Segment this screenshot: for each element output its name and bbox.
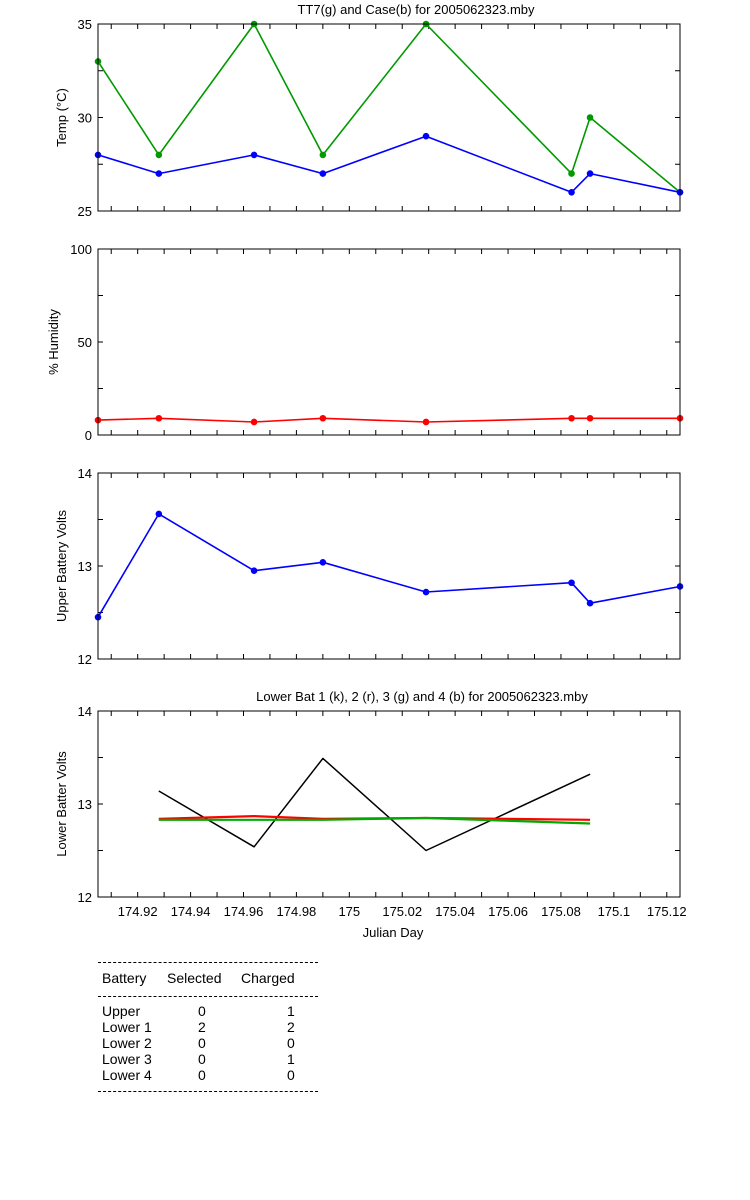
battery-name: Lower 2	[102, 1035, 152, 1051]
series-line-1	[97, 23, 681, 193]
table-body: Upper 0 1 Lower 1 2 2 Lower 2 0 0 Lower …	[98, 1003, 318, 1083]
table-row: Lower 4 0 0	[98, 1067, 318, 1083]
selected-value: 0	[198, 1035, 206, 1051]
charged-value: 1	[287, 1051, 295, 1067]
battery-name: Upper	[102, 1003, 141, 1019]
x-tick-label: 175.08	[541, 904, 581, 919]
chart-panel-1: 25 30 35 TT7(g) and Case(b) for 2005062323.…	[54, 2, 684, 219]
selected-value: 0	[198, 1051, 206, 1067]
data-point	[586, 114, 594, 121]
y-tick-label: 12	[78, 890, 92, 905]
y-axis-label: Upper Battery Volts	[54, 510, 69, 622]
charged-value: 2	[287, 1019, 295, 1035]
x-tick-label: 174.94	[171, 904, 211, 919]
x-tick-label: 175.04	[435, 904, 475, 919]
table-row: Upper 0 1	[98, 1003, 318, 1019]
table-row: Lower 3 0 1	[98, 1051, 318, 1067]
data-point	[319, 558, 327, 566]
battery-table: Battery Selected Charged Upper 0 1 Lower…	[98, 962, 318, 1092]
plot-frame	[97, 710, 681, 898]
y-tick-label: 12	[78, 652, 92, 667]
y-tick-label: 0	[85, 428, 92, 443]
x-tick-label: 174.96	[224, 904, 264, 919]
y-tick-label: 14	[78, 704, 92, 719]
series-line-1	[158, 757, 591, 852]
data-point	[422, 132, 430, 140]
chart-panel-3: 12 13 14 Upper Battery Volts	[54, 466, 684, 667]
data-point	[155, 510, 163, 518]
y-tick-label: 30	[78, 111, 92, 126]
figure: 25 30 35 TT7(g) and Case(b) for 2005062323.…	[46, 2, 687, 940]
plot-frame	[97, 472, 681, 660]
y-tick-label: 14	[78, 466, 92, 481]
data-point	[155, 151, 163, 159]
x-tick-label: 175.02	[382, 904, 422, 919]
data-point	[250, 151, 258, 159]
series-line-2	[97, 135, 681, 194]
x-tick-label: 175	[338, 904, 360, 919]
y-tick-label: 25	[78, 204, 92, 219]
x-tick-label: 175.12	[647, 904, 687, 919]
battery-name: Lower 4	[102, 1067, 152, 1083]
battery-name: Lower 1	[102, 1019, 152, 1035]
data-point	[319, 151, 327, 159]
data-point	[422, 588, 430, 596]
x-tick-label: 174.92	[118, 904, 158, 919]
data-point	[568, 414, 575, 422]
header-selected: Selected	[167, 970, 222, 986]
selected-value: 0	[198, 1067, 206, 1083]
selected-value: 0	[198, 1003, 206, 1019]
y-tick-label: 13	[78, 559, 92, 574]
charged-value: 0	[287, 1035, 295, 1051]
y-axis-label: % Humidity	[46, 309, 61, 375]
chart-title: Lower Bat 1 (k), 2 (r), 3 (g) and 4 (b) …	[256, 689, 588, 704]
data-point	[250, 567, 258, 574]
data-point	[155, 414, 163, 422]
table-header-row: Battery Selected Charged	[98, 966, 318, 990]
header-battery: Battery	[102, 970, 147, 986]
charged-value: 0	[287, 1067, 295, 1083]
chart-panel-2: 0 50 100 % Humidity	[46, 242, 684, 443]
x-tick-label: 174.98	[277, 904, 317, 919]
y-axis-label: Temp (°C)	[54, 88, 69, 147]
table-divider	[98, 962, 318, 963]
battery-name: Lower 3	[102, 1051, 152, 1067]
table-row: Lower 1 2 2	[98, 1019, 318, 1035]
data-point	[319, 170, 327, 177]
data-point	[250, 418, 258, 426]
data-point	[586, 170, 594, 177]
table-divider	[98, 1091, 318, 1092]
data-point	[568, 579, 575, 587]
data-point	[586, 599, 594, 607]
data-point	[422, 418, 430, 426]
x-axis-label: Julian Day	[363, 925, 424, 940]
table-row: Lower 2 0 0	[98, 1035, 318, 1051]
y-tick-label: 50	[78, 335, 92, 350]
series-line-3	[158, 816, 591, 825]
y-tick-label: 35	[78, 17, 92, 32]
y-tick-label: 100	[70, 242, 92, 257]
y-axis-label: Lower Batter Volts	[54, 751, 69, 857]
header-charged: Charged	[241, 970, 295, 986]
x-tick-label: 175.06	[488, 904, 528, 919]
data-point	[155, 170, 163, 177]
y-tick-label: 13	[78, 797, 92, 812]
chart-title: TT7(g) and Case(b) for 2005062323.mby	[297, 2, 535, 17]
data-point	[319, 414, 327, 422]
selected-value: 2	[198, 1019, 206, 1035]
chart-panel-4: 12 13 14 174.92 174.94 174.96 174.98 175 175.02 1…	[54, 689, 687, 940]
data-point	[568, 189, 575, 196]
data-point	[568, 170, 575, 177]
series-line-1	[97, 513, 681, 618]
table-divider	[98, 996, 318, 997]
x-tick-label: 175.1	[598, 904, 631, 919]
data-point	[586, 414, 594, 422]
plot-frame	[97, 248, 681, 436]
plot-frame	[97, 23, 681, 212]
charged-value: 1	[287, 1003, 295, 1019]
